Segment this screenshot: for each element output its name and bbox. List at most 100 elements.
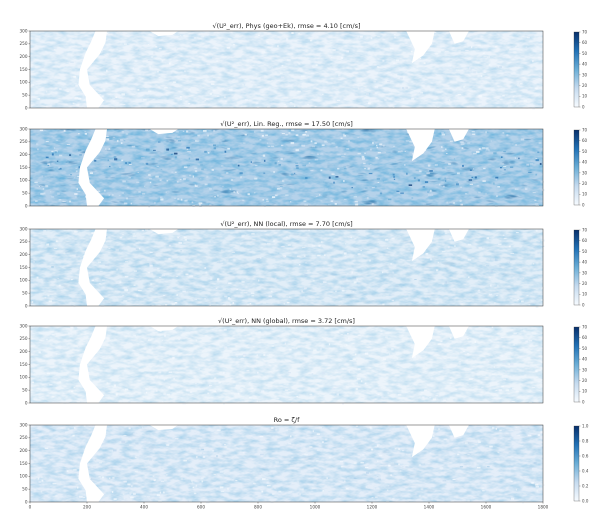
colorbar-tick-label: 20 [582, 281, 588, 286]
heatmap-cell [67, 428, 70, 430]
heatmap-cell [128, 444, 132, 446]
heatmap-cell [304, 274, 308, 277]
heatmap-cell [139, 247, 141, 250]
heatmap-cell [139, 280, 142, 282]
heatmap-cell [346, 477, 350, 479]
heatmap-cell [45, 105, 48, 108]
heatmap-cell [528, 401, 533, 404]
heatmap-cell [280, 76, 285, 79]
heatmap-cell [124, 369, 127, 372]
heatmap-cell [67, 444, 72, 446]
heatmap-cell [135, 456, 137, 458]
heatmap-cell [176, 131, 179, 133]
heatmap-cell [418, 464, 422, 466]
heatmap-cell [524, 186, 529, 189]
heatmap-cell [528, 467, 532, 470]
heatmap-cell [474, 340, 477, 343]
heatmap-cell [66, 401, 69, 404]
heatmap-cell [224, 96, 226, 98]
heatmap-cell [509, 363, 514, 366]
heatmap-cell [417, 161, 420, 164]
x-tick-label: 400 [140, 505, 148, 510]
heatmap-cell [174, 152, 178, 155]
heatmap-cell [176, 391, 180, 394]
heatmap-cell [344, 256, 346, 258]
heatmap-cell [495, 427, 498, 430]
heatmap-cell [287, 59, 291, 61]
heatmap-cell [119, 166, 121, 168]
heatmap-cell [150, 252, 153, 253]
heatmap-cell [499, 429, 502, 431]
x-tick-label: 1000 [310, 505, 321, 510]
heatmap-cell [119, 237, 122, 239]
heatmap-cell [101, 361, 105, 364]
heatmap-cell [266, 142, 269, 144]
heatmap-cell [532, 387, 535, 389]
heatmap-cell [357, 136, 359, 139]
heatmap-cell [257, 371, 259, 374]
heatmap-cell [274, 487, 276, 489]
y-tick-label: 50 [22, 93, 28, 98]
heatmap-cell [215, 287, 218, 289]
heatmap-cell [449, 337, 452, 340]
heatmap-cell [376, 178, 380, 180]
heatmap-cell [498, 243, 502, 246]
heatmap-cell [70, 390, 74, 393]
heatmap-cell [295, 347, 298, 349]
heatmap-streaks [30, 229, 543, 306]
heatmap-cell [220, 262, 224, 265]
heatmap-cell [30, 83, 35, 86]
heatmap-cell [260, 77, 265, 80]
heatmap-cell [151, 158, 155, 160]
heatmap-cell [397, 493, 401, 496]
heatmap-cell [466, 352, 470, 355]
heatmap-cell [276, 187, 280, 190]
heatmap-cell [464, 442, 468, 444]
heatmap-cell [122, 493, 125, 495]
heatmap-cell [43, 230, 47, 232]
y-tick-label: 200 [20, 252, 28, 257]
y-tick-label: 250 [20, 435, 28, 440]
heatmap-cell [497, 284, 499, 287]
heatmap-cell [94, 160, 97, 162]
heatmap-cell [353, 462, 357, 465]
heatmap-cell [201, 285, 205, 288]
heatmap-cell [230, 50, 234, 52]
heatmap-cell [99, 282, 101, 284]
heatmap-cell [193, 492, 197, 495]
heatmap-cell [265, 134, 268, 136]
heatmap-cell [234, 444, 237, 447]
heatmap-cell [289, 296, 291, 298]
heatmap-cell [494, 302, 496, 304]
heatmap-cell [64, 431, 68, 433]
heatmap-cell [313, 481, 317, 484]
heatmap-cell [123, 140, 126, 142]
heatmap-cell [44, 69, 48, 71]
heatmap-cell [261, 51, 266, 53]
heatmap-cell [382, 303, 385, 306]
heatmap-cell [97, 261, 101, 263]
heatmap-cell [384, 151, 386, 153]
heatmap-cell [33, 456, 36, 458]
heatmap-cell [448, 378, 451, 381]
heatmap-cell [511, 143, 514, 145]
heatmap-cell [279, 186, 283, 187]
y-tick-label: 0 [25, 105, 28, 110]
heatmap-cell [430, 258, 433, 261]
heatmap-cell [362, 161, 365, 164]
heatmap-cell [324, 188, 328, 190]
heatmap-cell [302, 164, 307, 167]
heatmap-cell [540, 431, 544, 433]
heatmap-cell [318, 426, 322, 429]
heatmap-cell [486, 237, 490, 240]
heatmap-cell [188, 500, 192, 502]
heatmap-cell [495, 176, 499, 179]
heatmap-cell [163, 393, 167, 395]
heatmap-cell [229, 88, 233, 91]
heatmap-cell [176, 233, 180, 236]
heatmap-cell [377, 493, 380, 495]
heatmap-cell [476, 184, 480, 187]
heatmap-cell [158, 305, 162, 307]
heatmap-cell [460, 203, 463, 206]
heatmap-cell [124, 276, 129, 278]
